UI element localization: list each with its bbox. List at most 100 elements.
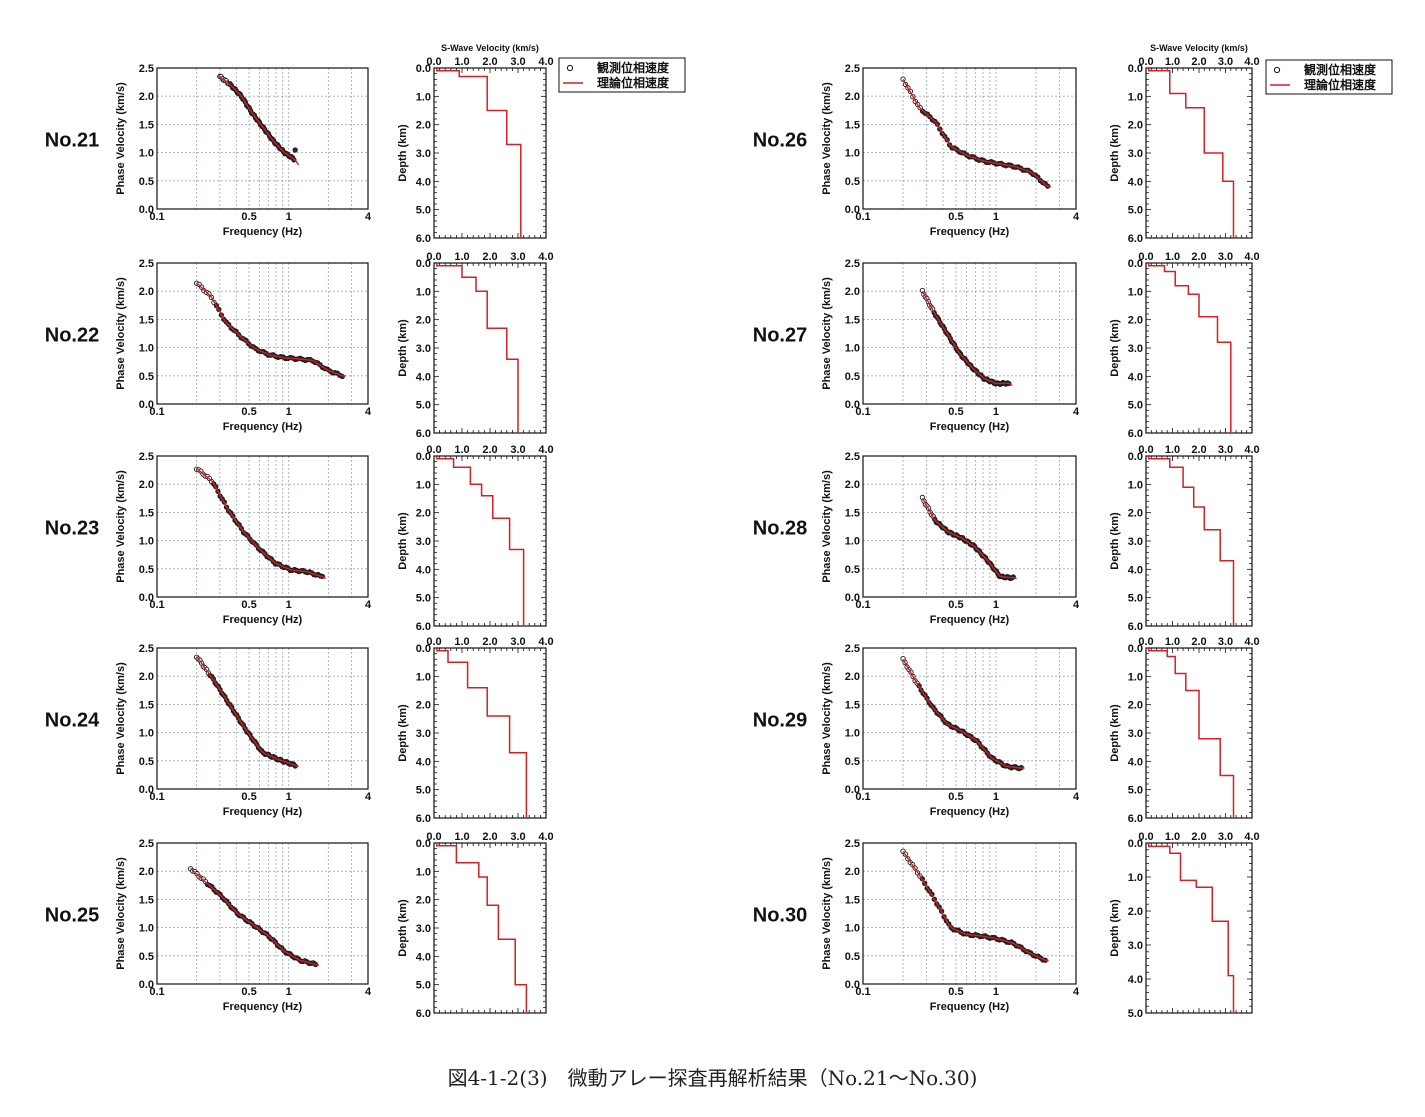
y-tick-label: 0.0 (416, 63, 431, 75)
x-tick-label: 4 (365, 406, 372, 418)
x-tick-label: 1 (286, 211, 292, 223)
x-tick-label: 0.0 (1138, 56, 1153, 68)
x-tick-label: 2.0 (1191, 251, 1206, 263)
profile-frame (433, 647, 547, 819)
y-tick-label: 1.0 (1128, 286, 1143, 298)
x-tick-label: 4.0 (1244, 251, 1259, 263)
y-axis-label: Phase Velocity (km/s) (821, 277, 833, 390)
station-label: No.25 (45, 905, 99, 927)
y-tick-label: 0.0 (139, 784, 154, 796)
y-tick-label: 0.0 (1128, 643, 1143, 655)
y-tick-label: 0.5 (139, 564, 154, 576)
y-axis-label: Depth (km) (397, 512, 409, 570)
theoretical-line (902, 78, 1052, 188)
x-tick-label: 1 (993, 791, 999, 803)
x-tick-label: 0.0 (1138, 251, 1153, 263)
y-tick-label: 2.0 (1128, 906, 1143, 918)
x-tick-label: 3.0 (510, 251, 525, 263)
x-tick-label: 0.0 (426, 251, 441, 263)
x-tick-label: 0.0 (1138, 831, 1153, 843)
x-tick-label: 0.5 (948, 599, 963, 611)
x-axis-label: Frequency (Hz) (223, 614, 303, 626)
x-tick-label: 0.5 (948, 406, 963, 418)
y-axis-label: Phase Velocity (km/s) (115, 857, 127, 970)
profile-frame (1145, 455, 1253, 627)
y-tick-label: 2.0 (416, 700, 431, 712)
station-panel: No.24 0.1 0.5 1 4 0.0 0.5 1.0 1.5 2.0 2.5 Frequency… (45, 636, 554, 825)
y-tick-label: 5.0 (1128, 1008, 1143, 1020)
legend-frame (558, 57, 686, 93)
theoretical-line (921, 497, 1017, 580)
theoretical-line (902, 658, 1025, 769)
theoretical-line (902, 851, 1049, 961)
y-tick-label: 0.0 (1128, 838, 1143, 850)
x-axis-label: Frequency (Hz) (930, 421, 1010, 433)
velocity-profile-line (1147, 68, 1235, 238)
x-tick-label: 4 (1073, 791, 1080, 803)
station-panel: No.27 0.1 0.5 1 4 0.0 0.5 1.0 1.5 2.0 2.5 Frequency… (753, 251, 1260, 440)
observed-point (292, 147, 298, 153)
x-tick-label: 1.0 (1165, 251, 1180, 263)
x-tick-label: 1 (993, 599, 999, 611)
y-tick-label: 4.0 (1128, 176, 1143, 188)
y-tick-label: 1.5 (845, 314, 860, 326)
x-tick-label: 1.0 (454, 251, 469, 263)
legend-frame (1265, 59, 1393, 95)
x-tick-label: 1 (993, 211, 999, 223)
y-tick-label: 6.0 (416, 428, 431, 440)
y-tick-label: 5.0 (416, 400, 431, 412)
x-tick-label: 0.5 (241, 211, 256, 223)
y-tick-label: 1.0 (416, 866, 431, 878)
y-tick-label: 1.0 (1128, 479, 1143, 491)
station-label: No.23 (45, 518, 99, 540)
y-tick-label: 0.0 (845, 204, 860, 216)
y-tick-label: 2.0 (139, 91, 154, 103)
y-axis-label: Phase Velocity (km/s) (821, 82, 833, 195)
x-tick-label: 0.1 (855, 406, 870, 418)
y-tick-label: 2.0 (139, 671, 154, 683)
y-tick-label: 0.0 (416, 258, 431, 270)
y-axis-label: Phase Velocity (km/s) (821, 662, 833, 775)
x-tick-label: 0.5 (948, 986, 963, 998)
velocity-profile-line (436, 263, 519, 433)
y-tick-label: 4.0 (416, 564, 431, 576)
y-tick-label: 0.5 (139, 756, 154, 768)
plot-frame (862, 842, 1077, 985)
y-tick-label: 0.0 (139, 592, 154, 604)
y-tick-label: 1.5 (139, 507, 154, 519)
figure-caption: 図4-1-2(3) 微動アレー探査再解析結果（No.21～No.30) (447, 1066, 978, 1090)
station-label: No.24 (45, 710, 100, 732)
y-tick-label: 1.0 (139, 536, 154, 548)
theoretical-line (196, 656, 299, 768)
y-tick-label: 1.0 (845, 728, 860, 740)
legend-observed-label: 観測位相速度 (597, 60, 670, 75)
y-tick-label: 2.0 (1128, 700, 1143, 712)
y-axis-label: Depth (km) (397, 899, 409, 957)
y-tick-label: 3.0 (416, 148, 431, 160)
y-tick-label: 2.0 (1128, 508, 1143, 520)
y-tick-label: 0.5 (139, 371, 154, 383)
y-tick-label: 2.0 (416, 895, 431, 907)
y-tick-label: 0.0 (1128, 63, 1143, 75)
y-tick-label: 1.0 (845, 148, 860, 160)
y-tick-label: 2.0 (845, 91, 860, 103)
x-axis-label: Frequency (Hz) (930, 806, 1010, 818)
x-axis-label: Frequency (Hz) (223, 226, 303, 238)
plot-frame (156, 842, 369, 985)
y-tick-label: 5.0 (1128, 205, 1143, 217)
y-axis-label: Depth (km) (1109, 704, 1121, 762)
x-tick-label: 3.0 (1218, 444, 1233, 456)
y-tick-label: 0.0 (1128, 451, 1143, 463)
x-axis-label: Frequency (Hz) (223, 806, 303, 818)
x-tick-label: 0.1 (855, 791, 870, 803)
y-tick-label: 0.0 (845, 399, 860, 411)
station-label: No.29 (753, 710, 807, 732)
y-tick-label: 5.0 (416, 205, 431, 217)
y-tick-label: 2.0 (416, 120, 431, 132)
x-tick-label: 4 (1073, 211, 1080, 223)
x-tick-label: 2.0 (1191, 56, 1206, 68)
y-tick-label: 0.5 (845, 564, 860, 576)
x-tick-label: 0.1 (149, 406, 164, 418)
legend-observed-label: 観測位相速度 (1304, 62, 1377, 77)
y-axis-label: Depth (km) (397, 704, 409, 762)
